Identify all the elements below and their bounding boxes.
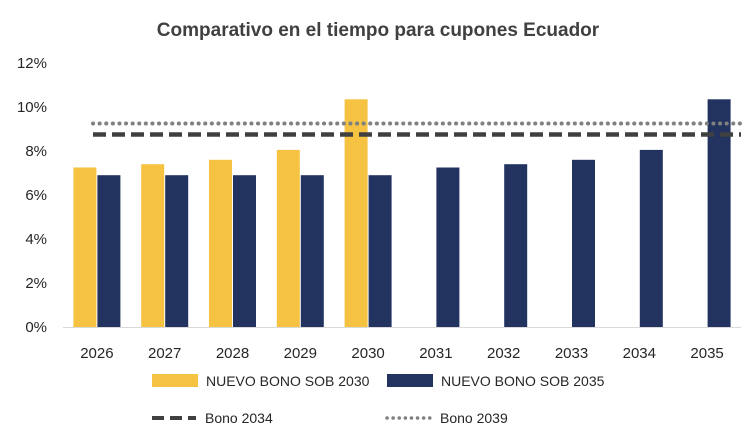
- legend-swatch-series-2030: [152, 374, 198, 387]
- bar-nuevo-bono-sob-2035-2033: [572, 159, 595, 327]
- bar-nuevo-bono-sob-2035-2028: [233, 175, 256, 327]
- legend-swatch-series-2035: [387, 374, 433, 387]
- y-tick-label: 6%: [25, 187, 47, 204]
- bar-nuevo-bono-sob-2035-2031: [436, 167, 460, 327]
- x-tick-label: 2033: [555, 345, 588, 362]
- x-tick-label: 2031: [419, 345, 452, 362]
- y-tick-label: 12%: [17, 55, 47, 72]
- x-tick-label: 2035: [690, 345, 723, 362]
- x-axis: 2026 2027 2028 2029 2030 2031 2032 2033 2034 2035: [80, 345, 724, 362]
- y-axis: 0% 2% 4% 6% 8% 10% 12%: [17, 55, 47, 336]
- legend: NUEVO BONO SOB 2030 NUEVO BONO SOB 2035 …: [152, 373, 605, 426]
- bar-nuevo-bono-sob-2030-2027: [141, 164, 165, 327]
- bar-nuevo-bono-sob-2035-2026: [97, 175, 121, 327]
- bar-nuevo-bono-sob-2030-2026: [73, 167, 97, 327]
- legend-label-bono-2039: Bono 2039: [440, 410, 508, 426]
- bar-nuevo-bono-sob-2030-2029: [276, 149, 300, 327]
- x-tick-label: 2030: [351, 345, 384, 362]
- legend-label-bono-2034: Bono 2034: [205, 410, 273, 426]
- bar-nuevo-bono-sob-2030-2030: [344, 99, 368, 327]
- y-tick-label: 0%: [25, 319, 47, 336]
- bar-nuevo-bono-sob-2035-2034: [639, 149, 663, 327]
- bar-nuevo-bono-sob-2035-2027: [165, 175, 189, 327]
- y-tick-label: 4%: [25, 231, 47, 248]
- x-tick-label: 2027: [148, 345, 181, 362]
- x-tick-label: 2032: [487, 345, 520, 362]
- chart-title: Comparativo en el tiempo para cupones Ec…: [157, 20, 600, 41]
- y-tick-label: 8%: [25, 143, 47, 160]
- x-tick-label: 2028: [216, 345, 249, 362]
- bar-nuevo-bono-sob-2030-2028: [209, 159, 232, 327]
- legend-label-series-2035: NUEVO BONO SOB 2035: [441, 373, 605, 389]
- bar-nuevo-bono-sob-2035-2032: [504, 164, 528, 327]
- bar-nuevo-bono-sob-2035-2035: [707, 99, 731, 327]
- reference-lines: [91, 121, 743, 137]
- y-tick-label: 10%: [17, 99, 47, 116]
- bar-nuevo-bono-sob-2035-2029: [300, 175, 324, 327]
- y-tick-label: 2%: [25, 275, 47, 292]
- x-tick-label: 2029: [284, 345, 317, 362]
- x-tick-label: 2034: [623, 345, 656, 362]
- x-tick-label: 2026: [80, 345, 113, 362]
- bar-nuevo-bono-sob-2035-2030: [368, 175, 392, 327]
- legend-label-series-2030: NUEVO BONO SOB 2030: [206, 373, 370, 389]
- bars: [73, 99, 731, 327]
